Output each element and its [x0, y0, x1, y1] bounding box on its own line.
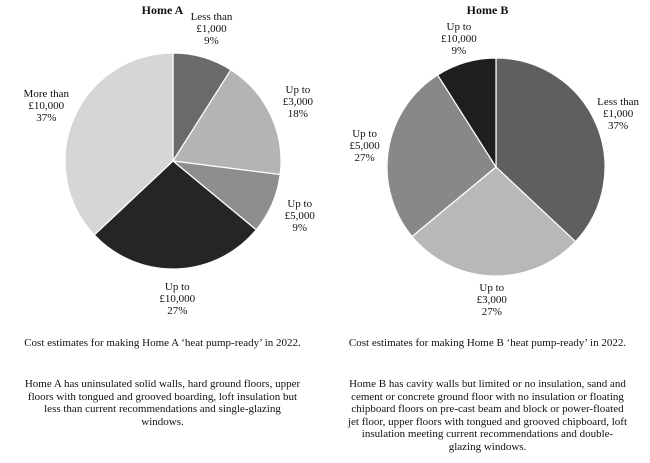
- home-b-label-up-to-5000-line-2: £5,000: [349, 140, 380, 153]
- home-b-panel: Home B Less than £1,000 37% Up to £3,000 27% U…: [325, 0, 650, 463]
- home-b-label-up-to-5000: Up to £5,000 27%: [349, 128, 379, 164]
- home-a-label-less-than-1000-percent: 9%: [204, 34, 219, 47]
- home-b-label-up-to-3000-line-1: Up to: [479, 281, 505, 294]
- home-b-label-up-to-10000-line-2: £10,000: [441, 33, 477, 46]
- home-a-label-more-than-10000: More than £10,000 37%: [24, 88, 70, 124]
- home-a-slice-up-to-10000: [93, 160, 258, 270]
- home-a-label-up-to-5000-line-1: Up to: [287, 197, 313, 210]
- home-a-slice-up-to-3000: [171, 68, 282, 176]
- home-a-label-up-to-3000-line-2: £3,000: [282, 96, 314, 109]
- home-b-label-up-to-3000-percent: 27%: [481, 305, 502, 318]
- home-a-label-up-to-5000: Up to £5,000 9%: [285, 198, 315, 234]
- home-b-slice-less-than-1000: [495, 57, 606, 243]
- home-a-label-up-to-3000-line-1: Up to: [285, 84, 311, 97]
- home-b-label-less-than-1000-line-1: Less than: [597, 96, 640, 109]
- home-b-label-less-than-1000-line-2: £1,000: [602, 108, 634, 121]
- home-b-label-up-to-3000: Up to £3,000 27%: [477, 282, 507, 318]
- home-b-label-up-to-10000: Up to £10,000 9%: [441, 21, 477, 57]
- home-a-label-up-to-3000: Up to £3,000 18%: [283, 84, 313, 120]
- home-a-label-more-than-10000-line-2: £10,000: [28, 100, 65, 113]
- home-a-label-up-to-10000-percent: 27%: [167, 304, 188, 317]
- home-a-label-up-to-5000-line-2: £5,000: [284, 209, 315, 222]
- home-b-label-less-than-1000: Less than £1,000 37%: [597, 96, 639, 132]
- home-a-label-more-than-10000-percent: 37%: [36, 112, 57, 125]
- home-b-label-up-to-3000-line-2: £3,000: [476, 293, 507, 306]
- home-b-description: Home B has cavity walls but limited or n…: [347, 378, 628, 453]
- home-b-slice-up-to-3000: [411, 166, 577, 277]
- home-a-label-up-to-10000-line-2: £10,000: [159, 292, 196, 305]
- home-a-label-up-to-10000-line-1: Up to: [164, 280, 190, 293]
- home-a-label-up-to-10000: Up to £10,000 27%: [159, 281, 195, 317]
- home-b-caption: Cost estimates for making Home B ‘heat p…: [348, 337, 627, 349]
- home-a-slice-more-than-10000: [64, 52, 174, 236]
- home-b-slice-up-to-10000: [436, 57, 497, 170]
- home-b-label-up-to-10000-percent: 9%: [451, 45, 467, 58]
- home-b-slice-up-to-5000: [386, 74, 497, 238]
- home-a-label-less-than-1000-line-1: Less than: [190, 10, 233, 23]
- home-a-panel: Home A Less than £1,000 9% Up to £3,000 18% Up…: [24, 3, 315, 428]
- home-a-label-up-to-5000-percent: 9%: [292, 221, 308, 234]
- home-a-label-less-than-1000-line-2: £1,000: [196, 22, 227, 35]
- home-b-label-less-than-1000-percent: 37%: [608, 120, 629, 133]
- home-a-caption: Cost estimates for making Home A ‘heat p…: [24, 337, 301, 349]
- home-b-title: Home B: [466, 3, 509, 17]
- home-b-label-up-to-5000-line-1: Up to: [352, 128, 377, 141]
- home-a-title: Home A: [141, 3, 184, 17]
- home-a-label-more-than-10000-line-1: More than: [23, 88, 70, 101]
- home-a-label-up-to-3000-percent: 18%: [287, 108, 308, 121]
- home-b-pie-chart: [386, 57, 606, 277]
- home-a-label-less-than-1000: Less than £1,000 9%: [191, 11, 233, 47]
- home-a-description: Home A has uninsulated solid walls, hard…: [24, 378, 301, 428]
- home-b-label-up-to-10000-line-1: Up to: [446, 21, 472, 34]
- home-a-pie-chart: [64, 52, 282, 270]
- home-b-label-up-to-5000-percent: 27%: [354, 152, 375, 165]
